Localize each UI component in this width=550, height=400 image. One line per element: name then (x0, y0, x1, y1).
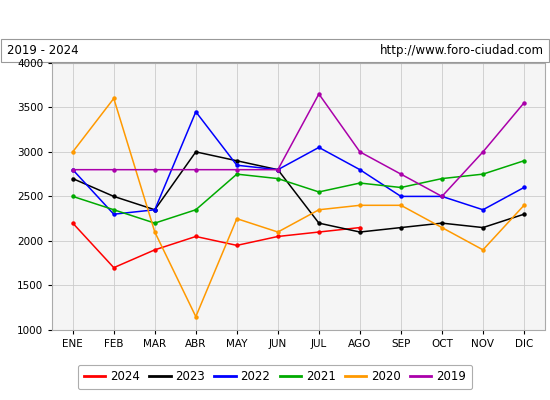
Text: 2019 - 2024: 2019 - 2024 (7, 44, 78, 57)
Text: http://www.foro-ciudad.com: http://www.foro-ciudad.com (379, 44, 543, 57)
Text: Evolucion Nº Turistas Nacionales en el municipio de Baños de la Encina: Evolucion Nº Turistas Nacionales en el m… (37, 12, 513, 26)
Legend: 2024, 2023, 2022, 2021, 2020, 2019: 2024, 2023, 2022, 2021, 2020, 2019 (78, 364, 472, 390)
